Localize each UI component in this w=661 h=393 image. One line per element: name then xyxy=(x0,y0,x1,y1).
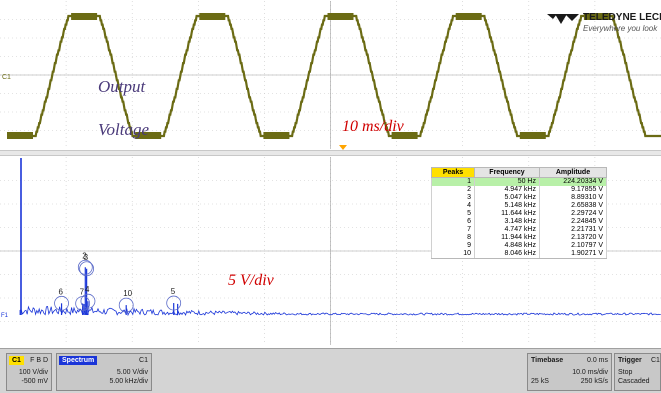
c1-scale: 100 V/div xyxy=(19,369,48,377)
waveform-peak-plateau xyxy=(199,13,225,20)
peaks-row[interactable]: 4 5.148 kHz 2.65838 V xyxy=(432,202,607,210)
peak-frequency: 3.148 kHz xyxy=(475,218,540,226)
peak-frequency: 11.644 kHz xyxy=(475,210,540,218)
channel-c1-descriptor[interactable]: C1 F B D 100 V/div -500 mV xyxy=(6,353,52,391)
amplitude-header[interactable]: Amplitude xyxy=(540,168,607,178)
peak-frequency: 5.047 kHz xyxy=(475,194,540,202)
peak-marker-label: 10 xyxy=(123,289,132,298)
peak-frequency: 4.848 kHz xyxy=(475,242,540,250)
waveform-trough-plateau xyxy=(263,132,289,139)
logo-mark-icon xyxy=(545,12,581,26)
peak-index: 9 xyxy=(432,242,475,250)
peaks-row[interactable]: 6 3.148 kHz 2.24845 V xyxy=(432,218,607,226)
peak-amplitude: 224.20334 V xyxy=(540,178,607,187)
peaks-row[interactable]: 1 50 Hz 224.20334 V xyxy=(432,178,607,187)
waveform-peak-plateau xyxy=(71,13,97,20)
peaks-row[interactable]: 9 4.848 kHz 2.10797 V xyxy=(432,242,607,250)
peak-amplitude: 2.29724 V xyxy=(540,210,607,218)
peak-index: 1 xyxy=(432,178,475,187)
c1-badge: C1 xyxy=(9,356,24,365)
peaks-row[interactable]: 7 4.747 kHz 2.21731 V xyxy=(432,226,607,234)
peak-amplitude: 2.10797 V xyxy=(540,242,607,250)
c1-offset: -500 mV xyxy=(22,378,48,386)
spectrum-trace-label: F1 xyxy=(1,313,9,319)
peak-markers: 236 7 4 10 5 xyxy=(55,251,181,312)
peaks-row[interactable]: 10 8.046 kHz 1.90271 V xyxy=(432,250,607,259)
timebase-label: Timebase xyxy=(531,357,563,365)
volts-per-div-annotation: 5 V/div xyxy=(228,272,274,290)
waveform-peak-plateau xyxy=(328,13,354,20)
voltage-annotation: Voltage xyxy=(98,120,149,140)
peak-index: 10 xyxy=(432,250,475,259)
waveform-trough-plateau xyxy=(7,132,33,139)
peaks-table-header: Peaks Frequency Amplitude xyxy=(432,168,607,178)
peak-amplitude: 2.21731 V xyxy=(540,226,607,234)
peak-marker-label: 3 xyxy=(84,253,89,262)
waveform-trough-plateau xyxy=(520,132,546,139)
teledyne-logo: TELEDYNE LECROY Everywhere you look xyxy=(545,12,661,40)
output-annotation: Output xyxy=(98,77,145,97)
peaks-header[interactable]: Peaks xyxy=(432,168,475,178)
brand-name: TELEDYNE LECROY xyxy=(583,12,661,23)
trigger-type: Cascaded xyxy=(618,378,650,386)
peak-frequency: 11.944 kHz xyxy=(475,234,540,242)
peaks-row[interactable]: 2 4.947 kHz 9.17855 V xyxy=(432,186,607,194)
f1-freq: 5.00 kHz/div xyxy=(109,378,148,386)
peak-amplitude: 2.65838 V xyxy=(540,202,607,210)
trigger-descriptor[interactable]: Trigger C1 D Stop Cascaded xyxy=(614,353,661,391)
peak-amplitude: 1.90271 V xyxy=(540,250,607,259)
peak-marker-label: 6 xyxy=(59,287,64,296)
peak-index: 8 xyxy=(432,234,475,242)
peak-amplitude: 9.17855 V xyxy=(540,186,607,194)
function-f1-descriptor[interactable]: Spectrum C1 5.00 V/div 5.00 kHz/div xyxy=(56,353,152,391)
peak-index: 6 xyxy=(432,218,475,226)
peak-marker-label: 5 xyxy=(171,287,176,296)
peak-frequency: 4.947 kHz xyxy=(475,186,540,194)
f1-source: C1 xyxy=(139,357,148,365)
waveform-peak-plateau xyxy=(456,13,482,20)
peak-amplitude: 2.13720 V xyxy=(540,234,607,242)
peak-amplitude: 2.24845 V xyxy=(540,218,607,226)
spectrum-noise xyxy=(20,307,661,316)
channel-label: C1 xyxy=(2,74,11,81)
peak-amplitude: 8.89310 V xyxy=(540,194,607,202)
timebase-descriptor[interactable]: Timebase 0.0 ms 10.0 ms/div 25 kS 250 kS… xyxy=(527,353,612,391)
status-bar: C1 F B D 100 V/div -500 mV Spectrum C1 5… xyxy=(0,348,661,393)
peak-index: 2 xyxy=(432,186,475,194)
brand-tagline: Everywhere you look xyxy=(583,24,657,33)
peak-frequency: 50 Hz xyxy=(475,178,540,187)
timebase-rate: 250 kS/s xyxy=(581,378,608,386)
timebase-samples: 25 kS xyxy=(531,378,549,386)
timebase-delay: 0.0 ms xyxy=(587,357,608,365)
frequency-header[interactable]: Frequency xyxy=(475,168,540,178)
peaks-row[interactable]: 8 11.944 kHz 2.13720 V xyxy=(432,234,607,242)
peaks-table[interactable]: Peaks Frequency Amplitude 1 50 Hz 224.2033… xyxy=(431,167,607,259)
peak-index: 4 xyxy=(432,202,475,210)
f1-badge: Spectrum xyxy=(59,356,97,365)
trigger-source: C1 D xyxy=(651,357,661,365)
trigger-label: Trigger xyxy=(618,357,642,365)
peak-marker-label: 4 xyxy=(85,285,90,294)
time-per-div-annotation: 10 ms/div xyxy=(342,118,404,136)
peak-index: 5 xyxy=(432,210,475,218)
peaks-row[interactable]: 5 11.644 kHz 2.29724 V xyxy=(432,210,607,218)
peak-frequency: 5.148 kHz xyxy=(475,202,540,210)
peak-frequency: 8.046 kHz xyxy=(475,250,540,259)
waveform-grid[interactable]: C1 Output Voltage 10 ms/div TELEDYNE LEC… xyxy=(0,0,661,150)
c1-flags: F B D xyxy=(30,357,48,365)
peak-frequency: 4.747 kHz xyxy=(475,226,540,234)
peaks-row[interactable]: 3 5.047 kHz 8.89310 V xyxy=(432,194,607,202)
timebase-div: 10.0 ms/div xyxy=(572,369,608,377)
trigger-mode: Stop xyxy=(618,369,632,377)
peak-index: 7 xyxy=(432,226,475,234)
f1-scale: 5.00 V/div xyxy=(117,369,148,377)
peak-index: 3 xyxy=(432,194,475,202)
